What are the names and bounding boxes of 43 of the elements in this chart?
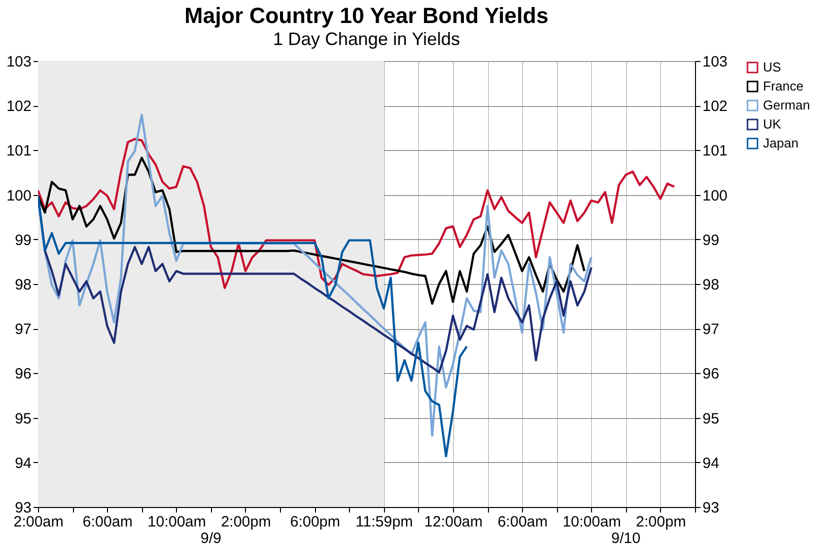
y-tick-label: 103 xyxy=(6,54,32,70)
x-tick-label: 12:00am xyxy=(424,514,483,530)
x-tick-label: 6:00am xyxy=(498,514,548,530)
x-tick-label: 11:59pm xyxy=(356,514,413,530)
y-tick-label: 95 xyxy=(14,410,32,428)
y2-tick-label: 95 xyxy=(702,410,720,428)
y-tick-label: 99 xyxy=(14,232,32,249)
y2-tick-label: 99 xyxy=(702,232,720,249)
chart-title: Major Country 10 Year Bond Yields xyxy=(184,3,548,28)
x-tick-label: 10:00am xyxy=(562,514,621,530)
line-series xyxy=(38,138,676,290)
y-tick-label: 98 xyxy=(14,276,32,294)
x-tick-label: 10:00am xyxy=(148,514,206,530)
y-tick-label: 94 xyxy=(14,454,32,472)
y2-tick-label: 93 xyxy=(702,500,720,516)
y2-tick-label: 96 xyxy=(702,366,720,383)
y-tick-label: 93 xyxy=(14,500,32,516)
y2-tick-label: 102 xyxy=(702,98,728,116)
x-tick-label: 6:00pm xyxy=(290,514,340,530)
legend-label: France xyxy=(763,78,804,94)
y2-tick-label: 100 xyxy=(702,187,728,204)
x-tick-label: 6:00am xyxy=(82,514,133,530)
x-tick-label: 2:00am xyxy=(13,514,64,530)
chart-subtitle: 1 Day Change in Yields xyxy=(272,29,460,49)
y2-tick-label: 98 xyxy=(702,276,720,294)
legend-label: US xyxy=(763,60,782,74)
line-series xyxy=(38,194,468,458)
y-tick-label: 100 xyxy=(6,187,32,204)
y-tick-label: 96 xyxy=(14,366,32,383)
x-tick-label: 2:00pm xyxy=(220,514,271,530)
y-tick-label: 102 xyxy=(6,98,32,116)
y2-tick-label: 94 xyxy=(702,454,720,472)
y-tick-label: 97 xyxy=(14,321,32,338)
y2-tick-label: 103 xyxy=(702,54,728,70)
legend-label: German xyxy=(763,98,810,112)
y-tick-label: 101 xyxy=(6,142,32,160)
y2-tick-label: 97 xyxy=(702,321,720,338)
text: 9/10 xyxy=(611,530,640,547)
text: 9/9 xyxy=(200,530,222,547)
legend-label: Japan xyxy=(763,136,798,150)
x-tick-label: 2:00pm xyxy=(636,514,686,530)
legend-label: UK xyxy=(763,116,782,132)
y2-tick-label: 101 xyxy=(702,142,728,160)
